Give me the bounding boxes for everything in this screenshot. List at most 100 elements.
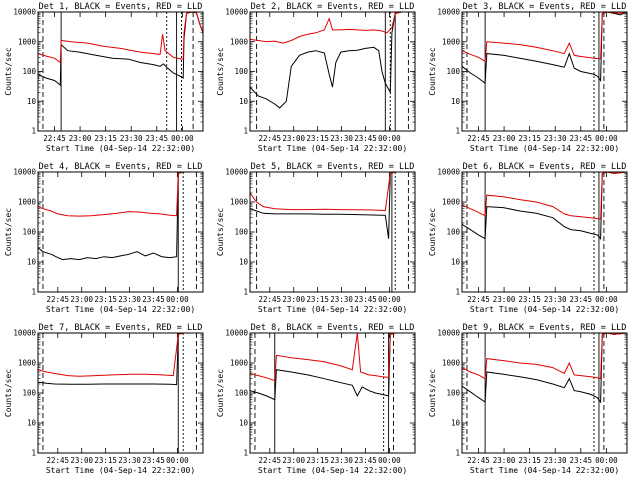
x-tick-label: 23:15 bbox=[94, 456, 117, 465]
detector-plot-7: 1 10 100 1000 10000 22:45 23:00 23:15 23:30 23:45… bbox=[4, 323, 204, 475]
y-tick-label: 10000 bbox=[437, 8, 460, 17]
x-tick-label: 00:00 bbox=[166, 456, 189, 465]
x-axis-label: Start Time (04-Sep-14 22:32:00) bbox=[258, 144, 407, 153]
y-tick-label: 1 bbox=[31, 449, 36, 458]
x-tick-label: 22:45 bbox=[467, 456, 490, 465]
y-tick-label: 1000 bbox=[442, 37, 461, 46]
x-tick-label: 23:45 bbox=[354, 456, 377, 465]
x-tick-label: 23:45 bbox=[570, 134, 593, 143]
y-tick-label: 1 bbox=[243, 449, 248, 458]
x-tick-label: 23:00 bbox=[282, 295, 305, 304]
y-tick-label: 10000 bbox=[437, 168, 460, 177]
lld-series-line bbox=[38, 172, 203, 217]
y-tick-label: 10 bbox=[239, 419, 249, 428]
x-tick-label: 23:15 bbox=[518, 134, 541, 143]
x-tick-label: 23:00 bbox=[493, 295, 516, 304]
plot-frame bbox=[249, 332, 416, 454]
x-axis-label: Start Time (04-Sep-14 22:32:00) bbox=[470, 466, 619, 475]
y-tick-label: 1 bbox=[455, 449, 460, 458]
y-tick-label: 10000 bbox=[13, 329, 36, 338]
x-tick-label: 22:45 bbox=[47, 456, 70, 465]
plot-title: Det 7, BLACK = Events, RED = LLD bbox=[39, 323, 203, 333]
x-tick-label: 23:45 bbox=[146, 134, 169, 143]
lld-series-line bbox=[462, 172, 627, 220]
plot-title: Det 2, BLACK = Events, RED = LLD bbox=[251, 2, 415, 12]
y-axis-label: Counts/sec bbox=[216, 47, 225, 95]
x-tick-label: 23:15 bbox=[306, 456, 329, 465]
y-tick-label: 100 bbox=[446, 67, 460, 76]
x-tick-label: 23:15 bbox=[518, 456, 541, 465]
x-axis-label: Start Time (04-Sep-14 22:32:00) bbox=[46, 305, 195, 314]
y-tick-label: 1 bbox=[31, 288, 36, 297]
plot-frame bbox=[37, 332, 204, 454]
plot-frame bbox=[249, 11, 416, 132]
plot-frame bbox=[249, 171, 416, 293]
x-tick-label: 22:45 bbox=[467, 295, 490, 304]
plot-title: Det 9, BLACK = Events, RED = LLD bbox=[463, 323, 627, 333]
y-axis-label: Counts/sec bbox=[4, 369, 13, 417]
x-axis-label: Start Time (04-Sep-14 22:32:00) bbox=[470, 144, 619, 153]
lld-series-line bbox=[38, 333, 203, 377]
events-series-line bbox=[250, 333, 415, 401]
plot-frame bbox=[461, 332, 628, 454]
x-tick-label: 23:45 bbox=[142, 295, 165, 304]
x-tick-label: 23:00 bbox=[282, 134, 305, 143]
y-tick-label: 10 bbox=[27, 419, 37, 428]
x-tick-label: 22:45 bbox=[259, 134, 282, 143]
x-tick-label: 23:00 bbox=[70, 456, 93, 465]
x-tick-label: 00:00 bbox=[595, 456, 618, 465]
y-tick-label: 10 bbox=[27, 258, 37, 267]
y-tick-label: 10 bbox=[451, 97, 461, 106]
y-tick-label: 1000 bbox=[442, 359, 461, 368]
x-tick-label: 00:00 bbox=[595, 134, 618, 143]
lld-series-line bbox=[250, 333, 415, 382]
y-tick-label: 1000 bbox=[230, 198, 249, 207]
y-tick-label: 10000 bbox=[225, 168, 248, 177]
y-tick-label: 100 bbox=[234, 228, 248, 237]
events-series-line bbox=[250, 172, 415, 239]
y-tick-label: 10000 bbox=[225, 329, 248, 338]
y-axis-label: Counts/sec bbox=[4, 47, 13, 95]
x-tick-label: 23:15 bbox=[518, 295, 541, 304]
x-tick-label: 23:30 bbox=[544, 134, 567, 143]
x-axis-label: Start Time (04-Sep-14 22:32:00) bbox=[46, 144, 195, 153]
y-axis-label: Counts/sec bbox=[428, 208, 437, 256]
x-tick-label: 23:15 bbox=[306, 134, 329, 143]
x-tick-label: 23:15 bbox=[94, 134, 117, 143]
y-tick-label: 100 bbox=[22, 228, 36, 237]
y-tick-label: 100 bbox=[234, 389, 248, 398]
detector-plot-5: 1 10 100 1000 10000 22:45 23:00 23:15 23:30 23:45… bbox=[216, 162, 416, 314]
x-tick-label: 23:45 bbox=[570, 456, 593, 465]
x-tick-label: 22:45 bbox=[259, 295, 282, 304]
y-tick-label: 1 bbox=[455, 127, 460, 136]
x-tick-label: 23:00 bbox=[70, 295, 93, 304]
x-tick-label: 00:00 bbox=[171, 134, 194, 143]
x-tick-label: 22:45 bbox=[259, 456, 282, 465]
y-tick-label: 1 bbox=[455, 288, 460, 297]
x-tick-label: 00:00 bbox=[595, 295, 618, 304]
y-tick-label: 1000 bbox=[18, 359, 37, 368]
y-tick-label: 10000 bbox=[225, 8, 248, 17]
plot-title: Det 8, BLACK = Events, RED = LLD bbox=[251, 323, 415, 333]
x-tick-label: 23:30 bbox=[118, 295, 141, 304]
plot-frame bbox=[461, 171, 628, 293]
y-tick-label: 100 bbox=[22, 67, 36, 76]
y-axis-label: Counts/sec bbox=[4, 208, 13, 256]
x-tick-label: 23:45 bbox=[570, 295, 593, 304]
x-tick-label: 23:15 bbox=[94, 295, 117, 304]
y-axis-label: Counts/sec bbox=[428, 47, 437, 95]
x-tick-label: 22:45 bbox=[43, 134, 66, 143]
lld-series-line bbox=[38, 12, 203, 64]
y-tick-label: 100 bbox=[446, 228, 460, 237]
detector-plot-6: 1 10 100 1000 10000 22:45 23:00 23:15 23:30 23:45… bbox=[428, 162, 628, 314]
y-tick-label: 10 bbox=[239, 258, 249, 267]
y-axis-label: Counts/sec bbox=[428, 369, 437, 417]
plot-title: Det 3, BLACK = Events, RED = LLD bbox=[463, 2, 627, 12]
events-series-line bbox=[38, 172, 203, 261]
plot-frame bbox=[461, 11, 628, 132]
x-tick-label: 23:00 bbox=[493, 134, 516, 143]
x-axis-label: Start Time (04-Sep-14 22:32:00) bbox=[258, 466, 407, 475]
y-tick-label: 1000 bbox=[442, 198, 461, 207]
x-tick-label: 23:45 bbox=[354, 134, 377, 143]
